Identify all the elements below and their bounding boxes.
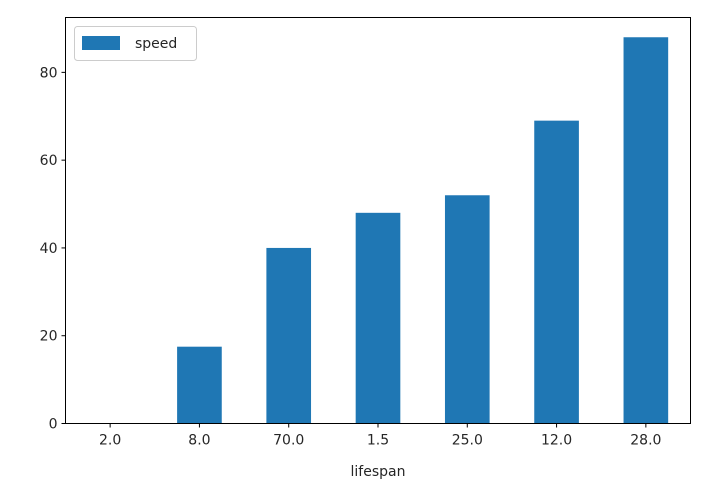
bar xyxy=(445,195,490,423)
bar xyxy=(266,248,311,424)
x-axis-label: lifespan xyxy=(351,464,406,480)
y-axis: 0 20 40 60 80 xyxy=(40,65,66,432)
x-tick-label: 25.0 xyxy=(452,433,483,449)
x-tick-label: 70.0 xyxy=(273,433,304,449)
legend: speed xyxy=(75,27,197,61)
y-tick-label: 0 xyxy=(49,417,58,433)
bar xyxy=(356,213,401,424)
y-tick-label: 60 xyxy=(40,153,58,169)
legend-label: speed xyxy=(135,36,177,52)
x-tick-label: 1.5 xyxy=(367,433,389,449)
legend-swatch xyxy=(82,36,120,50)
bar xyxy=(534,121,579,424)
y-tick-label: 80 xyxy=(40,65,58,81)
y-tick-label: 20 xyxy=(40,329,58,345)
bar xyxy=(624,37,669,423)
x-tick-label: 2.0 xyxy=(99,433,121,449)
x-axis: 2.0 8.0 70.0 1.5 25.0 12.0 28.0 xyxy=(99,424,661,449)
x-tick-label: 28.0 xyxy=(630,433,661,449)
x-tick-label: 8.0 xyxy=(188,433,210,449)
bar xyxy=(177,347,222,424)
bars xyxy=(88,37,668,423)
x-tick-label: 12.0 xyxy=(541,433,572,449)
y-tick-label: 40 xyxy=(40,241,58,257)
